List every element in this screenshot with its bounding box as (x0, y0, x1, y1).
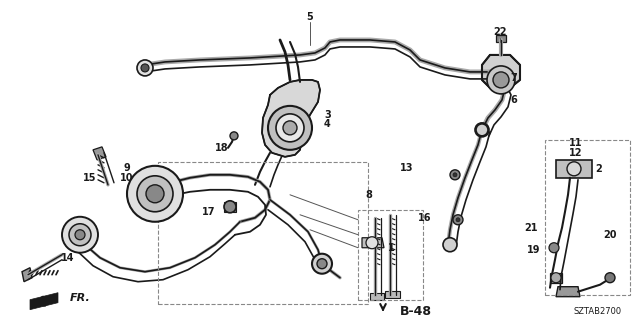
Polygon shape (262, 80, 320, 157)
Text: 12: 12 (569, 148, 583, 158)
Text: 16: 16 (418, 213, 431, 223)
Circle shape (224, 201, 236, 213)
Text: 21: 21 (525, 223, 538, 233)
Circle shape (69, 224, 91, 246)
Circle shape (453, 215, 463, 225)
Text: 6: 6 (510, 95, 516, 105)
Text: 14: 14 (61, 253, 75, 263)
Circle shape (276, 114, 304, 142)
Circle shape (549, 243, 559, 253)
Text: 1: 1 (388, 243, 395, 253)
Circle shape (137, 60, 153, 76)
Polygon shape (362, 238, 384, 248)
Circle shape (453, 173, 457, 177)
Circle shape (137, 176, 173, 212)
Text: 10: 10 (120, 173, 134, 183)
Polygon shape (385, 291, 400, 298)
Bar (158, 162, 368, 304)
Circle shape (146, 185, 164, 203)
Text: 22: 22 (493, 27, 507, 37)
Text: SZTAB2700: SZTAB2700 (574, 307, 622, 316)
Polygon shape (550, 273, 562, 283)
Text: 20: 20 (604, 230, 617, 240)
Text: 15: 15 (83, 173, 97, 183)
Text: 4: 4 (324, 119, 331, 129)
Circle shape (487, 66, 515, 94)
Polygon shape (22, 268, 32, 282)
Polygon shape (496, 35, 506, 42)
Circle shape (283, 121, 297, 135)
Circle shape (450, 170, 460, 180)
Polygon shape (30, 293, 58, 310)
Polygon shape (370, 293, 384, 300)
Circle shape (443, 238, 457, 252)
Text: 5: 5 (307, 12, 314, 22)
Circle shape (312, 254, 332, 274)
Text: FR.: FR. (70, 293, 91, 303)
Circle shape (230, 132, 238, 140)
Text: B-48: B-48 (400, 305, 432, 318)
Text: 18: 18 (215, 143, 229, 153)
Circle shape (567, 162, 581, 176)
Circle shape (551, 273, 561, 283)
Circle shape (317, 259, 327, 269)
Circle shape (475, 123, 489, 137)
Polygon shape (482, 55, 520, 90)
Text: 2: 2 (595, 164, 602, 174)
Text: 19: 19 (527, 245, 540, 255)
Circle shape (476, 124, 488, 136)
Polygon shape (556, 287, 580, 297)
Text: 3: 3 (324, 110, 331, 120)
Polygon shape (556, 160, 592, 178)
Circle shape (127, 166, 183, 222)
Circle shape (268, 106, 312, 150)
Bar (358, 210, 423, 300)
Text: 7: 7 (510, 73, 516, 83)
Text: 17: 17 (202, 207, 215, 217)
Circle shape (141, 64, 149, 72)
Circle shape (605, 273, 615, 283)
Text: 8: 8 (365, 190, 372, 200)
Polygon shape (93, 147, 106, 160)
Circle shape (456, 218, 460, 222)
Circle shape (62, 217, 98, 253)
Text: 11: 11 (569, 138, 583, 148)
Circle shape (493, 72, 509, 88)
Bar (545, 140, 630, 295)
Text: 13: 13 (400, 163, 413, 173)
Polygon shape (224, 202, 236, 212)
Circle shape (75, 230, 85, 240)
Circle shape (366, 237, 378, 249)
Text: 9: 9 (124, 163, 131, 173)
